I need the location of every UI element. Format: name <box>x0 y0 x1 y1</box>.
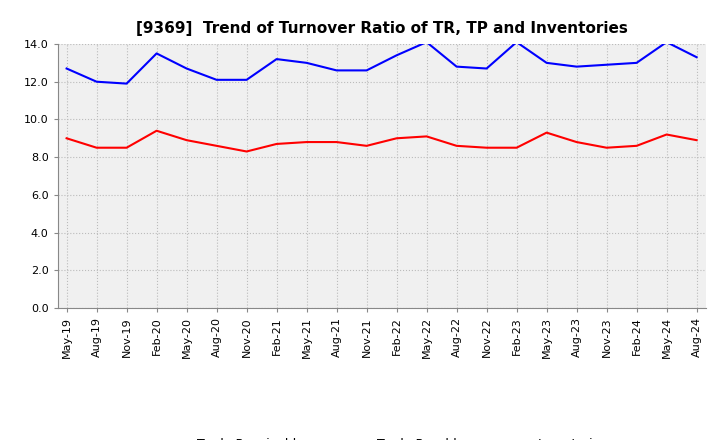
Trade Receivables <box>513 145 521 150</box>
Trade Receivables <box>693 138 701 143</box>
Trade Payables <box>602 62 611 67</box>
Line: Trade Receivables: Trade Receivables <box>66 131 697 151</box>
Trade Receivables <box>392 136 401 141</box>
Trade Receivables <box>482 145 491 150</box>
Trade Receivables <box>272 141 281 147</box>
Legend: Trade Receivables, Trade Payables, Inventories: Trade Receivables, Trade Payables, Inven… <box>151 433 612 440</box>
Trade Payables <box>242 77 251 82</box>
Trade Receivables <box>542 130 551 135</box>
Trade Receivables <box>662 132 671 137</box>
Trade Receivables <box>632 143 641 148</box>
Trade Payables <box>92 79 101 84</box>
Trade Receivables <box>153 128 161 133</box>
Trade Receivables <box>242 149 251 154</box>
Trade Receivables <box>452 143 461 148</box>
Trade Payables <box>572 64 581 69</box>
Trade Payables <box>452 64 461 69</box>
Trade Payables <box>362 68 371 73</box>
Trade Receivables <box>62 136 71 141</box>
Trade Receivables <box>602 145 611 150</box>
Trade Payables <box>513 40 521 45</box>
Trade Receivables <box>122 145 131 150</box>
Trade Payables <box>632 60 641 66</box>
Trade Payables <box>153 51 161 56</box>
Trade Receivables <box>362 143 371 148</box>
Trade Payables <box>212 77 221 82</box>
Trade Payables <box>62 66 71 71</box>
Trade Payables <box>392 53 401 58</box>
Trade Payables <box>333 68 341 73</box>
Trade Payables <box>693 55 701 60</box>
Trade Receivables <box>302 139 311 145</box>
Trade Payables <box>482 66 491 71</box>
Trade Receivables <box>212 143 221 148</box>
Trade Payables <box>662 40 671 45</box>
Trade Payables <box>122 81 131 86</box>
Trade Payables <box>542 60 551 66</box>
Trade Receivables <box>333 139 341 145</box>
Trade Payables <box>302 60 311 66</box>
Line: Trade Payables: Trade Payables <box>66 42 697 84</box>
Trade Receivables <box>572 139 581 145</box>
Trade Payables <box>272 56 281 62</box>
Trade Receivables <box>92 145 101 150</box>
Trade Payables <box>182 66 191 71</box>
Title: [9369]  Trend of Turnover Ratio of TR, TP and Inventories: [9369] Trend of Turnover Ratio of TR, TP… <box>135 21 628 36</box>
Trade Payables <box>422 40 431 45</box>
Trade Receivables <box>422 134 431 139</box>
Trade Receivables <box>182 138 191 143</box>
